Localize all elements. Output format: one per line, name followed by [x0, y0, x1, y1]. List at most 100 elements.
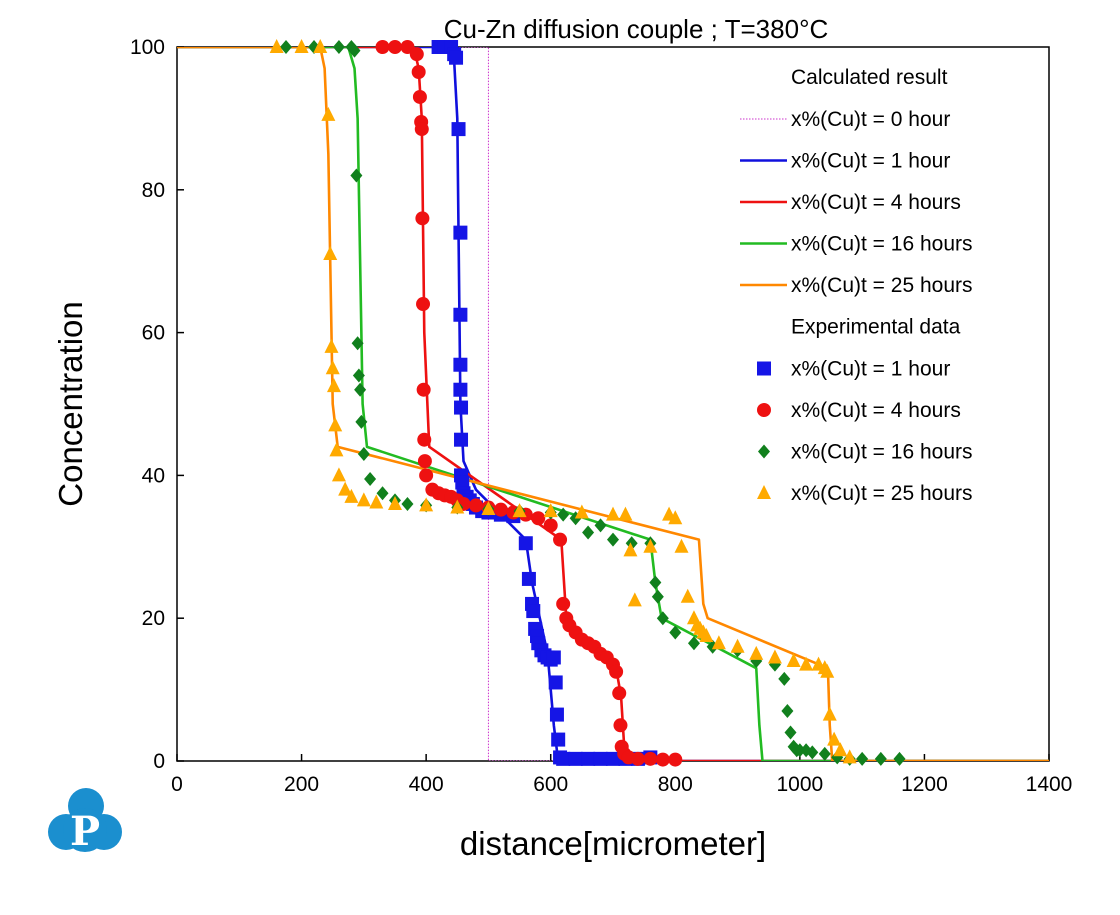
- data-point: [806, 745, 819, 760]
- data-point: [518, 536, 533, 551]
- data-point: [568, 751, 583, 766]
- data-point: [556, 596, 571, 611]
- data-point: [269, 39, 284, 53]
- data-point: [455, 475, 470, 490]
- data-point: [481, 500, 496, 515]
- data-point: [893, 751, 906, 766]
- data-point: [493, 502, 508, 517]
- data-point: [730, 638, 745, 653]
- legend-swatch-experimental-0: [757, 361, 771, 376]
- data-point: [352, 368, 365, 383]
- data-point: [328, 417, 343, 432]
- legend-label-experimental-2: x%(Cu)t = 16 hours: [791, 441, 973, 464]
- data-point: [329, 442, 344, 457]
- data-point: [609, 664, 624, 679]
- data-point: [419, 497, 434, 512]
- data-point: [842, 749, 857, 764]
- data-point: [376, 486, 389, 501]
- x-axis: 0 200 400 600 800 1000 1200 1400: [171, 754, 1072, 796]
- y-tick-label: 40: [142, 464, 165, 487]
- data-point: [699, 628, 714, 643]
- legend-header-experimental: Experimental data: [791, 316, 961, 339]
- data-point: [793, 743, 806, 758]
- data-point: [607, 532, 619, 547]
- experimental-series-3: [269, 39, 857, 764]
- y-axis: 0 20 40 60 80 100: [130, 36, 184, 773]
- data-point: [856, 751, 869, 766]
- legend-swatch-experimental-3: [757, 485, 771, 499]
- data-point: [354, 382, 367, 397]
- x-tick-label: 600: [533, 773, 568, 796]
- legend-label-experimental-0: x%(Cu)t = 1 hour: [791, 358, 950, 381]
- legend-label-calculated-3: x%(Cu)t = 16 hours: [791, 233, 973, 256]
- data-point: [364, 471, 377, 486]
- legend-label-calculated-1: x%(Cu)t = 1 hour: [791, 150, 950, 173]
- data-point: [551, 732, 566, 747]
- data-point: [543, 518, 558, 533]
- y-tick-label: 20: [142, 607, 165, 630]
- data-point: [323, 246, 338, 261]
- data-point: [321, 106, 336, 121]
- data-point: [357, 446, 370, 461]
- data-point: [375, 40, 390, 54]
- data-point: [649, 575, 662, 590]
- data-point: [453, 357, 468, 372]
- data-point: [451, 122, 466, 137]
- legend-label-experimental-3: x%(Cu)t = 25 hours: [791, 482, 973, 505]
- data-point: [786, 653, 801, 668]
- data-point: [453, 307, 468, 322]
- data-point: [643, 538, 658, 553]
- data-point: [827, 731, 842, 746]
- data-point: [606, 506, 620, 521]
- data-point: [606, 751, 620, 766]
- data-point: [546, 650, 561, 665]
- data-point: [331, 467, 346, 482]
- data-point: [822, 706, 837, 721]
- x-tick-label: 400: [409, 773, 444, 796]
- data-point: [313, 39, 328, 53]
- data-point: [643, 751, 658, 766]
- x-tick-label: 800: [658, 773, 693, 796]
- data-point: [417, 454, 432, 469]
- data-point: [548, 675, 563, 690]
- data-point: [582, 525, 595, 540]
- data-point: [594, 518, 607, 533]
- data-point: [449, 50, 464, 65]
- data-point: [450, 499, 465, 514]
- legend: Calculated result x%(Cu)t = 0 hour x%(Cu)t…: [740, 66, 973, 505]
- data-point: [556, 751, 571, 766]
- logo-letter: P: [70, 808, 100, 855]
- legend-swatch-experimental-1: [757, 403, 771, 417]
- data-point: [593, 751, 608, 766]
- data-point: [818, 746, 831, 761]
- x-tick-label: 1000: [776, 773, 823, 796]
- data-point: [409, 47, 424, 62]
- data-point: [355, 414, 368, 429]
- data-point: [401, 496, 414, 511]
- data-point: [326, 378, 341, 393]
- data-point: [344, 488, 359, 503]
- data-point: [680, 588, 695, 603]
- data-point: [468, 498, 483, 513]
- y-tick-label: 60: [142, 322, 165, 345]
- legend-label-calculated-2: x%(Cu)t = 4 hours: [791, 191, 961, 214]
- data-point: [630, 751, 645, 766]
- data-point: [280, 40, 292, 54]
- data-point: [820, 663, 835, 678]
- data-point: [417, 432, 432, 447]
- data-point: [655, 752, 670, 767]
- data-point: [411, 64, 426, 79]
- legend-label-calculated-4: x%(Cu)t = 25 hours: [791, 274, 973, 297]
- data-point: [651, 589, 664, 604]
- data-point: [749, 645, 764, 660]
- x-axis-label: distance[micrometer]: [460, 825, 766, 862]
- data-point: [356, 492, 371, 507]
- data-point: [668, 752, 683, 767]
- legend-label-calculated-0: x%(Cu)t = 0 hour: [791, 108, 950, 131]
- data-point: [453, 225, 468, 240]
- data-point: [454, 400, 469, 415]
- data-point: [784, 725, 797, 740]
- data-point: [388, 40, 402, 54]
- data-point: [799, 656, 814, 671]
